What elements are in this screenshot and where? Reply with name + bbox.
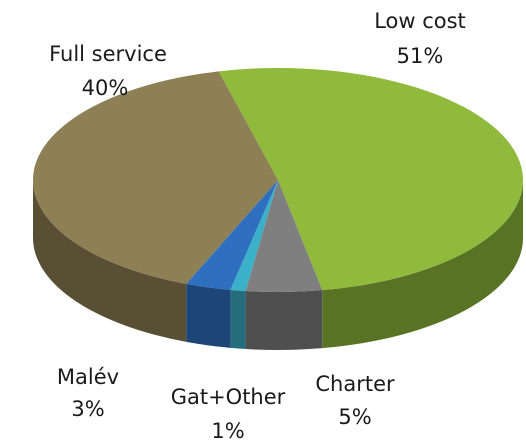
slice-value-label: 3% [71,397,104,421]
slice-side [245,290,323,350]
pie-tops [32,67,524,292]
slice-value-label: 51% [397,44,444,68]
pie-sides [33,180,523,350]
slice-side [186,283,231,348]
slice-value-label: 1% [211,419,244,443]
slice-label: Full service [49,42,167,66]
slice-label: Malév [57,365,119,389]
slice [245,180,323,292]
slice [32,71,278,284]
slice-side [230,289,246,350]
slice-label: Charter [315,372,395,396]
slice-value-label: 5% [338,405,371,429]
slice-value-label: 40% [82,76,129,100]
slice [186,180,278,290]
slice-side [33,180,187,342]
slice-label: Gat+Other [171,385,286,409]
slice-side [322,180,523,349]
slice [230,180,278,292]
slice-label: Low cost [374,9,466,33]
pie [32,67,524,350]
slice [218,67,524,291]
